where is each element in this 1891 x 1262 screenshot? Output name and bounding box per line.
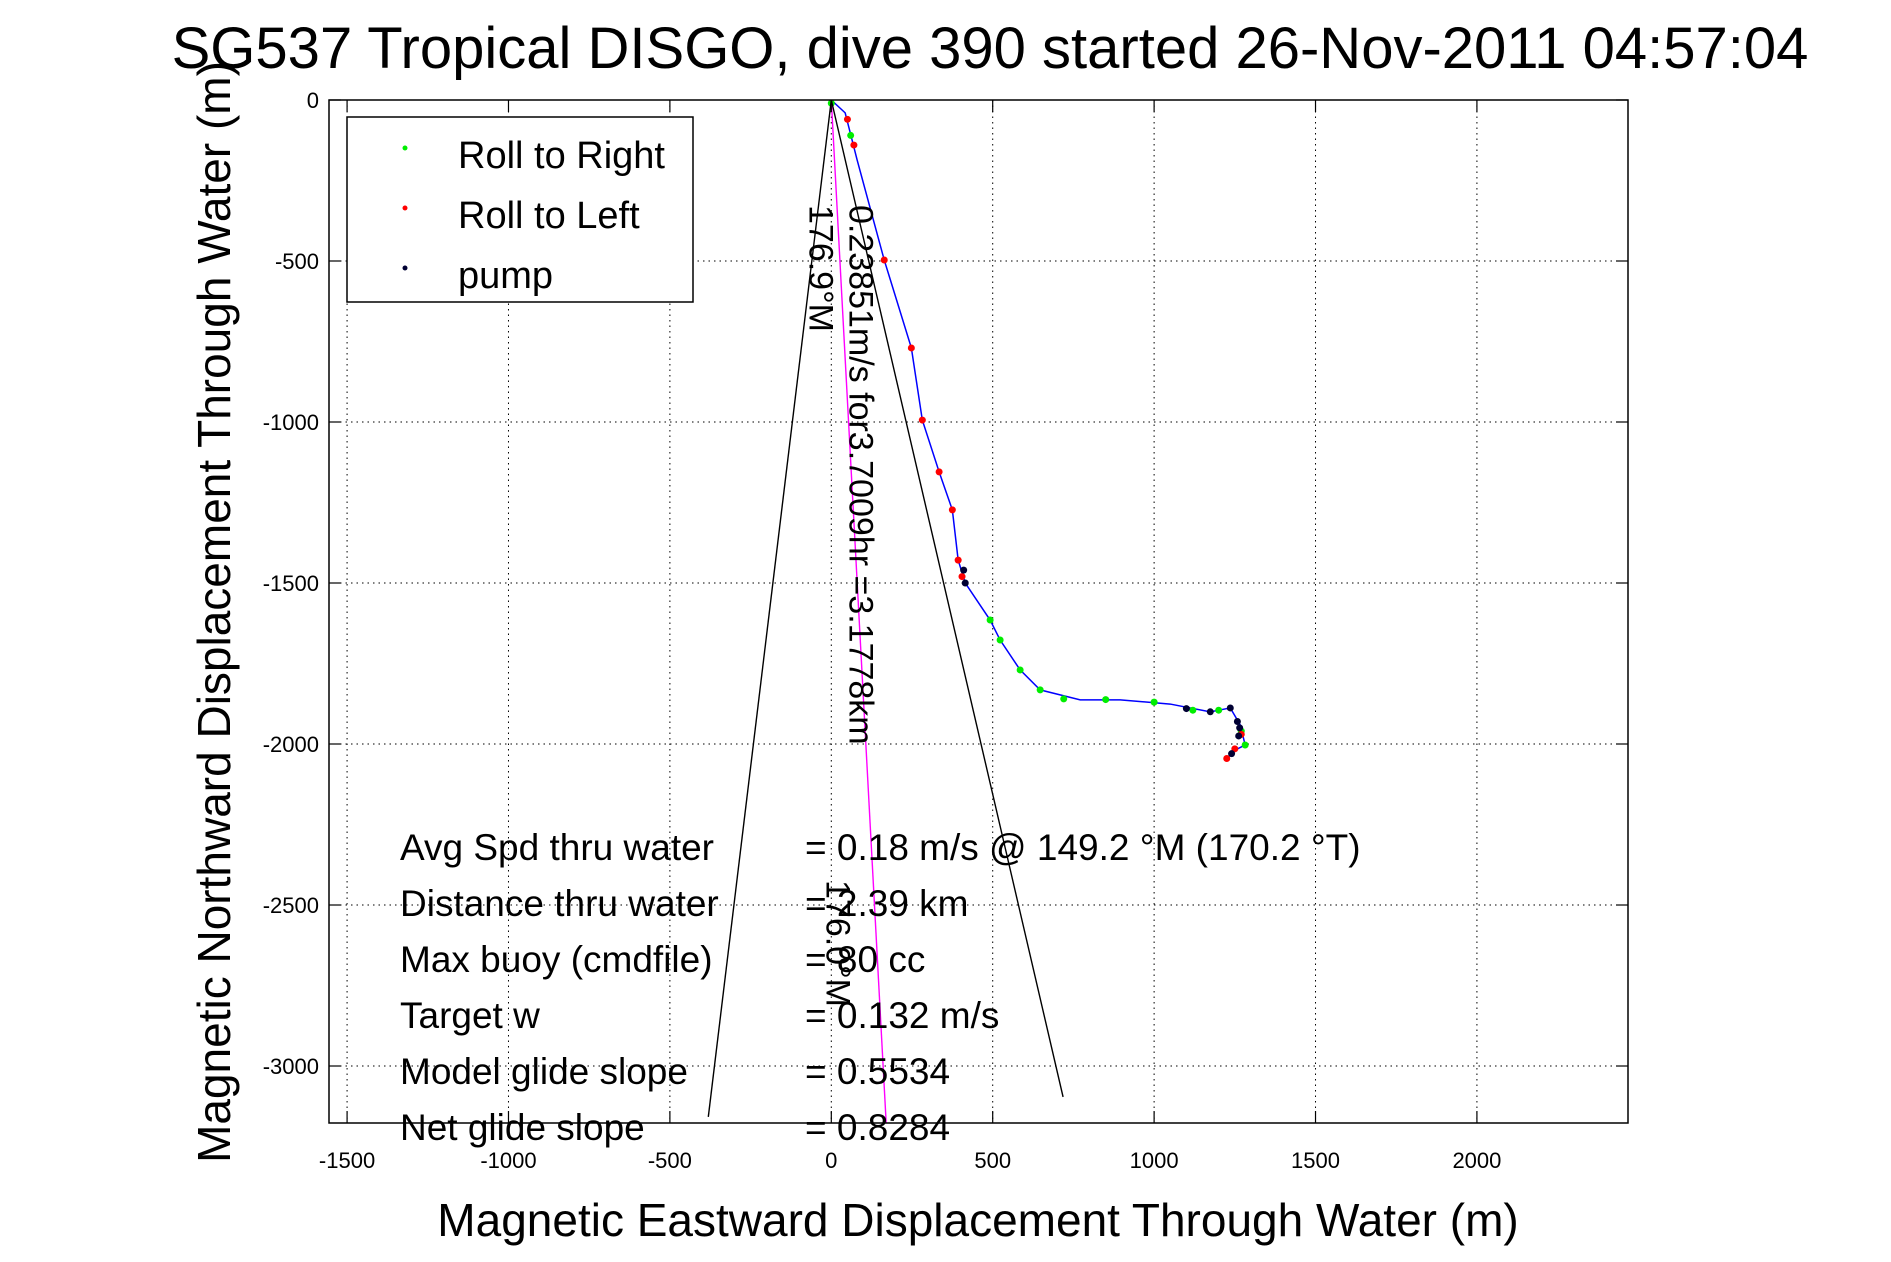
y-tick-label: -500 [275, 249, 319, 274]
roll-to-left-point [948, 506, 956, 514]
stat-label: Avg Spd thru water [400, 827, 714, 868]
y-tick-label: -1000 [263, 410, 319, 435]
roll-to-right-point [1189, 706, 1197, 714]
legend-label: pump [458, 255, 553, 297]
roll-to-right-point [1102, 696, 1110, 704]
roll-to-right-point [847, 131, 855, 139]
stat-value: = 80 cc [805, 939, 925, 980]
legend-marker [402, 145, 408, 151]
pump-point [1182, 705, 1190, 713]
y-tick-label: -2000 [263, 732, 319, 757]
roll-to-left-point [843, 115, 851, 123]
stat-value: = 0.18 m/s @ 149.2 °M (170.2 °T) [805, 827, 1361, 868]
x-tick-label: 500 [974, 1148, 1011, 1173]
pump-point [1236, 724, 1244, 732]
stat-value: = 0.8284 [805, 1107, 950, 1148]
y-tick-label: -1500 [263, 571, 319, 596]
roll-to-right-point [1215, 706, 1223, 714]
legend-label: Roll to Right [458, 135, 665, 177]
rotated-annotation: 176.9°M [801, 205, 839, 332]
pump-point [1235, 732, 1243, 740]
stats-block: Avg Spd thru water = 0.18 m/s @ 149.2 °M … [400, 827, 1361, 1148]
legend-marker [402, 265, 408, 271]
chart-title: SG537 Tropical DISGO, dive 390 started 2… [172, 16, 1809, 81]
heading-cone-right-line [830, 99, 1064, 1098]
roll-to-right-point [1060, 695, 1068, 703]
roll-to-left-point [850, 141, 858, 149]
roll-to-right-point [1241, 741, 1249, 749]
rotated-annotation: 0.23851m/s for3.7009hr =3.1778km [841, 205, 879, 745]
roll-to-right-point [986, 616, 994, 624]
roll-to-left-point [958, 573, 966, 581]
legend-label: Roll to Left [458, 195, 640, 237]
legend-marker [402, 205, 408, 211]
roll-to-right-point [1016, 666, 1024, 674]
roll-to-right-point [1036, 686, 1044, 694]
y-axis: 0 -500 -1000 -1500 -2000 -2500 -3000 [263, 88, 1628, 1079]
y-tick-label: -2500 [263, 893, 319, 918]
roll-to-left-point [1223, 754, 1231, 762]
x-tick-label: 0 [825, 1148, 837, 1173]
stat-label: Model glide slope [400, 1051, 688, 1092]
heading-cone-left-line [707, 99, 832, 1117]
series-layer [707, 99, 1249, 1124]
pump-point [960, 566, 968, 574]
pump-point [1226, 704, 1234, 712]
y-tick-label: -3000 [263, 1054, 319, 1079]
current-vector-line [830, 99, 887, 1124]
stat-value: = 0.5534 [805, 1051, 950, 1092]
roll-to-left-point [954, 556, 962, 564]
x-tick-label: 2000 [1452, 1148, 1501, 1173]
roll-to-left-point [880, 256, 888, 264]
stat-value: = 0.132 m/s [805, 995, 999, 1036]
roll-to-left-point [935, 468, 943, 476]
y-axis-label: Magnetic Northward Displacement Through … [188, 61, 240, 1163]
y-tick-label: 0 [307, 88, 319, 113]
x-axis: -1500 -1000 -500 0 500 1000 1500 2000 [319, 100, 1501, 1173]
pump-point [961, 579, 969, 587]
plot-frame [328, 99, 1629, 1124]
stat-label: Target w [400, 995, 540, 1036]
stat-label: Max buoy (cmdfile) [400, 939, 713, 980]
x-tick-label: -1500 [319, 1148, 375, 1173]
x-axis-label: Magnetic Eastward Displacement Through W… [437, 1194, 1518, 1246]
pump-point [1228, 750, 1236, 758]
rotated-annotation: 176.0°M [818, 880, 856, 1007]
roll-to-right-point [996, 636, 1004, 644]
x-tick-label: 1500 [1291, 1148, 1340, 1173]
x-tick-label: -1000 [480, 1148, 536, 1173]
roll-to-left-point [907, 344, 915, 352]
roll-to-right-point [1150, 698, 1158, 706]
roll-to-left-point [918, 416, 926, 424]
x-tick-label: 1000 [1130, 1148, 1179, 1173]
legend: Roll to Right Roll to Left pump [346, 116, 694, 303]
stat-label: Distance thru water [400, 883, 719, 924]
pump-point [1233, 717, 1241, 725]
stat-value: = 2.39 km [805, 883, 969, 924]
pump-point [1206, 708, 1214, 716]
x-tick-label: -500 [648, 1148, 692, 1173]
stat-label: Net glide slope [400, 1107, 645, 1148]
